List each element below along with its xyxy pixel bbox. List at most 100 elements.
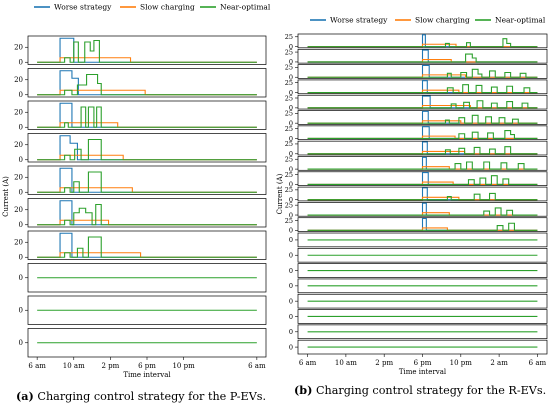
- y-tick-label: 25: [285, 79, 293, 87]
- series-line: [37, 106, 257, 128]
- x-tick-label: 6 am: [299, 359, 317, 367]
- legend-label: Worse strategy: [54, 3, 112, 12]
- x-tick-label: 6 pm: [138, 362, 156, 370]
- subplot: 0: [19, 295, 267, 325]
- subplot: 025: [285, 64, 548, 82]
- panel-a-chart: Worse strategy Slow charging Near-optimal 0…: [2, 3, 271, 380]
- subplot-frame: [27, 68, 267, 98]
- y-tick-label: 20: [14, 109, 23, 117]
- subplot: 025: [285, 94, 548, 112]
- x-tick-label: 10 am: [335, 359, 357, 367]
- subplot: 025: [285, 140, 548, 158]
- y-tick-label: 0: [19, 307, 23, 315]
- subplot: 025: [285, 201, 548, 219]
- y-tick-label: 0: [289, 150, 293, 158]
- x-tick-label: 6 am: [248, 362, 266, 370]
- subplot-frame: [27, 198, 267, 228]
- y-tick-label: 0: [289, 343, 293, 351]
- legend-label: Near-optimal: [495, 16, 546, 25]
- y-tick-label: 0: [289, 165, 293, 173]
- series-line: [307, 207, 538, 216]
- legend-label: Near-optimal: [220, 3, 271, 12]
- series-line: [307, 53, 538, 63]
- legend-label: Worse strategy: [330, 16, 388, 25]
- subplot: 0 20: [14, 35, 267, 67]
- y-tick-label: 0: [289, 43, 293, 51]
- series-line: [37, 236, 257, 258]
- subplot-frame: [297, 94, 548, 110]
- y-tick-label: 25: [285, 201, 293, 209]
- y-tick-label: 25: [285, 156, 293, 164]
- series-line: [307, 84, 538, 94]
- subplot: 025: [285, 110, 548, 127]
- subplot-frame: [297, 202, 548, 217]
- y-tick-label: 0: [289, 211, 293, 219]
- y-tick-label: 0: [19, 189, 23, 197]
- subplot: 025: [285, 48, 548, 66]
- caption-a-letter: (a): [16, 389, 34, 403]
- subplot: 0 20: [14, 165, 267, 197]
- series-line: [37, 171, 257, 193]
- x-axis-label: Time interval: [399, 368, 447, 376]
- panel-b-chart: Worse strategy Slow charging Near-optimal 0…: [276, 16, 548, 376]
- y-tick-label: 20: [14, 206, 23, 214]
- subplot-frame: [297, 186, 548, 202]
- subplot-frame: [27, 35, 267, 65]
- x-axis-label: Time interval: [123, 371, 171, 379]
- x-tick-label: 6 am: [28, 362, 46, 370]
- y-tick-label: 25: [285, 171, 293, 179]
- series-line: [37, 203, 257, 226]
- subplot: 025: [285, 125, 548, 143]
- y-tick-label: 25: [285, 33, 293, 41]
- y-tick-label: 0: [289, 58, 293, 66]
- series-line: [37, 138, 257, 161]
- y-tick-label: 25: [285, 125, 293, 133]
- y-tick-label: 0: [289, 181, 293, 189]
- y-tick-label: 25: [285, 64, 293, 72]
- y-tick-label: 0: [289, 313, 293, 321]
- subplot: 025: [285, 156, 548, 173]
- subplot: 0: [289, 278, 548, 294]
- subplot: 0 6 am 10 am 2 pm 6 pm 10 pm 2 am 6 am: [289, 339, 548, 367]
- caption-b-text: Charging control strategy for the R-EVs.: [312, 384, 547, 397]
- subplot: 0: [289, 263, 548, 278]
- y-tick-label: 0: [289, 227, 293, 235]
- legend: Worse strategy Slow charging Near-optimal: [310, 16, 546, 25]
- subplot: 0 20: [14, 230, 267, 262]
- y-tick-label: 0: [289, 328, 293, 336]
- subplot: 025: [285, 186, 548, 204]
- subplot-frame: [27, 230, 267, 260]
- y-tick-label: 25: [285, 48, 293, 56]
- series-line: [307, 175, 538, 185]
- subplot: 0: [19, 263, 267, 293]
- y-tick-label: 0: [289, 267, 293, 275]
- subplot: 0 20: [14, 68, 267, 99]
- y-tick-label: 0: [289, 119, 293, 127]
- x-tick-label: 10 pm: [450, 359, 473, 367]
- subplot: 025: [285, 171, 548, 189]
- series-line: [307, 192, 538, 201]
- legend-label: Slow charging: [415, 16, 470, 25]
- series-line: [307, 114, 538, 124]
- y-tick-label: 25: [285, 110, 293, 118]
- subplot: 0 20: [14, 198, 267, 229]
- x-tick-label: 6 am: [529, 359, 547, 367]
- subplot-frame: [297, 110, 548, 125]
- y-tick-label: 0: [19, 91, 23, 99]
- series-line: [307, 222, 538, 231]
- x-tick-label: 10 pm: [172, 362, 195, 370]
- subplot: 025: [285, 33, 548, 51]
- y-tick-label: 0: [289, 104, 293, 112]
- subplot-frame: [27, 133, 267, 163]
- y-tick-label: 0: [19, 221, 23, 229]
- legend-label: Slow charging: [140, 3, 195, 12]
- y-tick-label: 25: [285, 186, 293, 194]
- subplot-frame: [297, 156, 548, 171]
- y-tick-label: 0: [289, 236, 293, 244]
- series-line: [307, 161, 538, 170]
- series-line: [307, 68, 538, 78]
- subplot: 0: [289, 247, 548, 263]
- subplot-frame: [297, 140, 548, 156]
- y-tick-label: 25: [285, 217, 293, 225]
